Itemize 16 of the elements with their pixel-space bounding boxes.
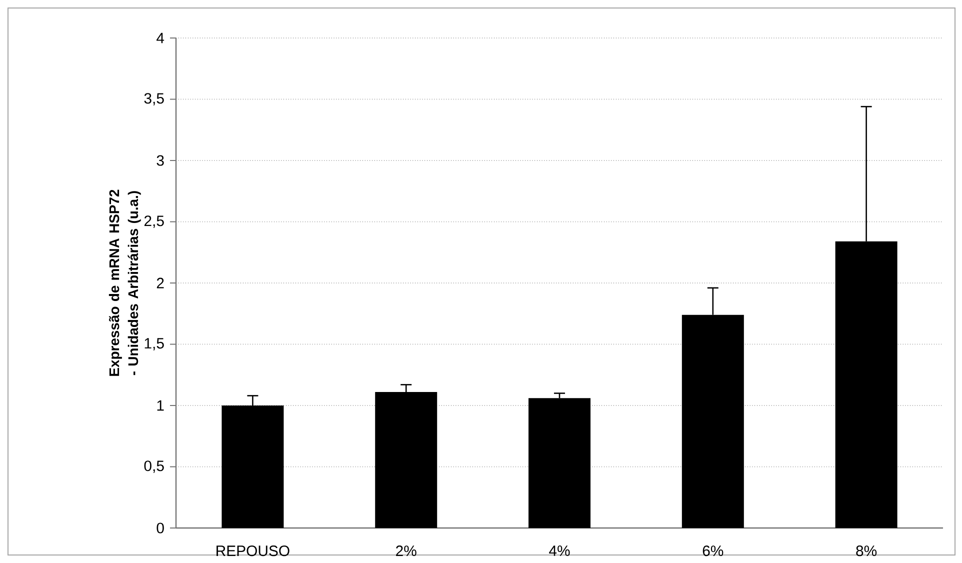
- y-tick-label: 1: [157, 400, 164, 411]
- x-tick-label: 2%: [396, 546, 416, 556]
- y-tick-label: 0,5: [144, 460, 164, 473]
- bar: [528, 398, 591, 528]
- y-tick-label: 3: [156, 155, 164, 166]
- y-tick-label: 2,5: [144, 216, 164, 228]
- x-tick-label: 6%: [702, 546, 724, 556]
- y-tick-label: 1,5: [144, 338, 164, 350]
- y-tick-label: 0: [156, 522, 164, 534]
- y-tick-label: 4: [156, 32, 164, 44]
- x-tick-label: 8%: [856, 546, 877, 556]
- y-axis-title: Expressão de mRNA HSP72 - Unidades Arbitrárias (u.a.): [108, 190, 141, 376]
- x-tick-label: 4%: [549, 546, 570, 556]
- y-tick-label: 2: [156, 278, 164, 288]
- x-tick-label: REPOUSO: [216, 546, 290, 556]
- y-tick-label: 3,5: [144, 93, 164, 106]
